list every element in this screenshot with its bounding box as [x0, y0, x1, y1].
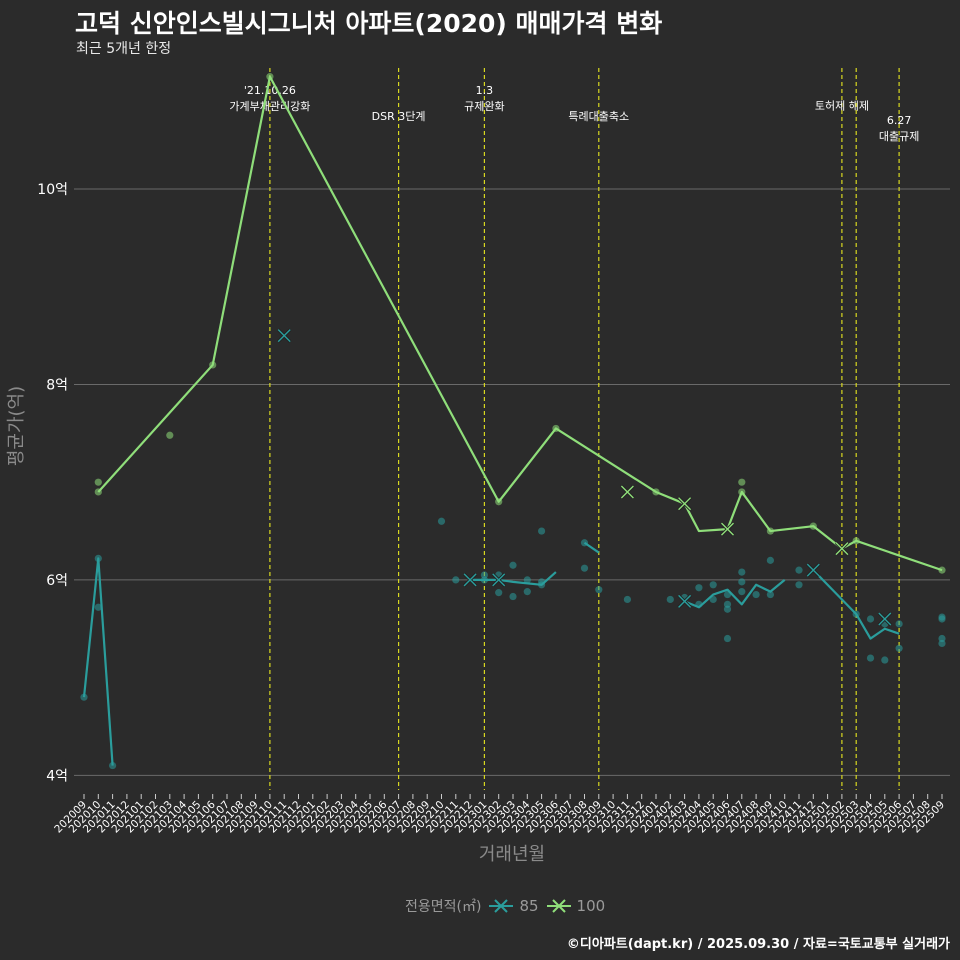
y-axis-label: 평균가(억) [6, 386, 27, 466]
point-85 [580, 564, 589, 572]
point-85 [738, 588, 746, 596]
event-label: 대출규제 [879, 130, 919, 143]
point-85 [523, 588, 531, 596]
legend-label-100: 100 [576, 897, 606, 915]
cross-85 [277, 329, 291, 343]
point-100 [166, 431, 174, 439]
line-85 [684, 579, 786, 609]
cross-85 [806, 563, 820, 577]
point-85 [495, 589, 503, 597]
point-85 [866, 654, 875, 662]
line-85 [82, 557, 114, 766]
point-85 [866, 615, 875, 623]
event-label: 1.3 [476, 84, 494, 97]
point-85 [938, 639, 946, 648]
point-85 [738, 568, 746, 576]
point-85 [509, 592, 517, 601]
point-85 [94, 603, 102, 611]
point-85 [437, 517, 446, 525]
point-85 [538, 527, 546, 535]
point-85 [109, 761, 117, 770]
event-label: '21.10.26 [244, 84, 296, 97]
point-85 [695, 584, 703, 592]
point-85 [795, 581, 803, 589]
event-label: 규제완화 [464, 100, 504, 113]
y-tick-label: 8억 [46, 377, 68, 393]
point-85 [623, 595, 632, 604]
point-85 [666, 595, 674, 604]
event-label: 6.27 [887, 114, 912, 127]
event-label: 토허제 해제 [815, 99, 869, 113]
cross-85 [463, 573, 477, 587]
cross-100 [721, 522, 734, 536]
point-85 [752, 590, 760, 599]
y-tick-label: 6억 [46, 573, 68, 589]
event-label: 특례대출축소 [568, 110, 629, 123]
cross-100 [620, 485, 634, 499]
point-85 [881, 656, 889, 664]
point-85 [709, 595, 717, 604]
point-85 [766, 556, 775, 564]
event-label: 가계부채관리강화 [229, 100, 310, 113]
line-85 [470, 571, 557, 586]
chart-title: 고덕 신안인스빌시그니처 아파트(2020) 매매가격 변화 [75, 9, 663, 38]
event-label: DSR 3단계 [372, 110, 426, 123]
legend-title: 전용면적(㎡) [405, 899, 482, 915]
cross-85 [878, 612, 892, 626]
point-85 [709, 581, 717, 589]
point-100 [938, 566, 946, 574]
source-caption: ©디아파트(dapt.kr) / 2025.09.30 / 자료=국토교통부 실… [566, 937, 950, 952]
x-axis-label: 거래년월 [479, 844, 545, 865]
point-100 [738, 478, 746, 486]
y-tick-label: 4억 [46, 768, 68, 784]
point-85 [795, 566, 803, 574]
legend-swatch-100 [546, 899, 571, 913]
legend-item-100: 100 [546, 897, 606, 915]
point-85 [938, 615, 946, 623]
point-85 [452, 576, 460, 584]
legend-swatch-85 [489, 899, 514, 913]
chart-subtitle: 최근 5개년 한정 [76, 41, 172, 57]
legend-item-85: 85 [489, 897, 539, 915]
cross-85 [492, 573, 506, 587]
y-tick-label: 10억 [37, 182, 68, 198]
line-85 [583, 541, 600, 554]
line-85 [812, 569, 900, 640]
legend: 전용면적(㎡) 85 100 [405, 896, 605, 916]
point-85 [595, 586, 603, 594]
point-85 [509, 561, 517, 569]
legend-label-85: 85 [519, 897, 539, 915]
point-85 [738, 578, 746, 586]
point-100 [94, 478, 102, 486]
point-85 [895, 644, 903, 652]
cross-100 [678, 497, 692, 511]
cross-85 [678, 594, 692, 608]
point-85 [723, 605, 732, 613]
point-85 [80, 693, 88, 701]
point-85 [895, 620, 903, 628]
point-85 [766, 590, 775, 599]
point-85 [523, 576, 531, 584]
cross-100 [835, 542, 849, 556]
line-100 [97, 75, 943, 572]
point-85 [723, 634, 732, 643]
